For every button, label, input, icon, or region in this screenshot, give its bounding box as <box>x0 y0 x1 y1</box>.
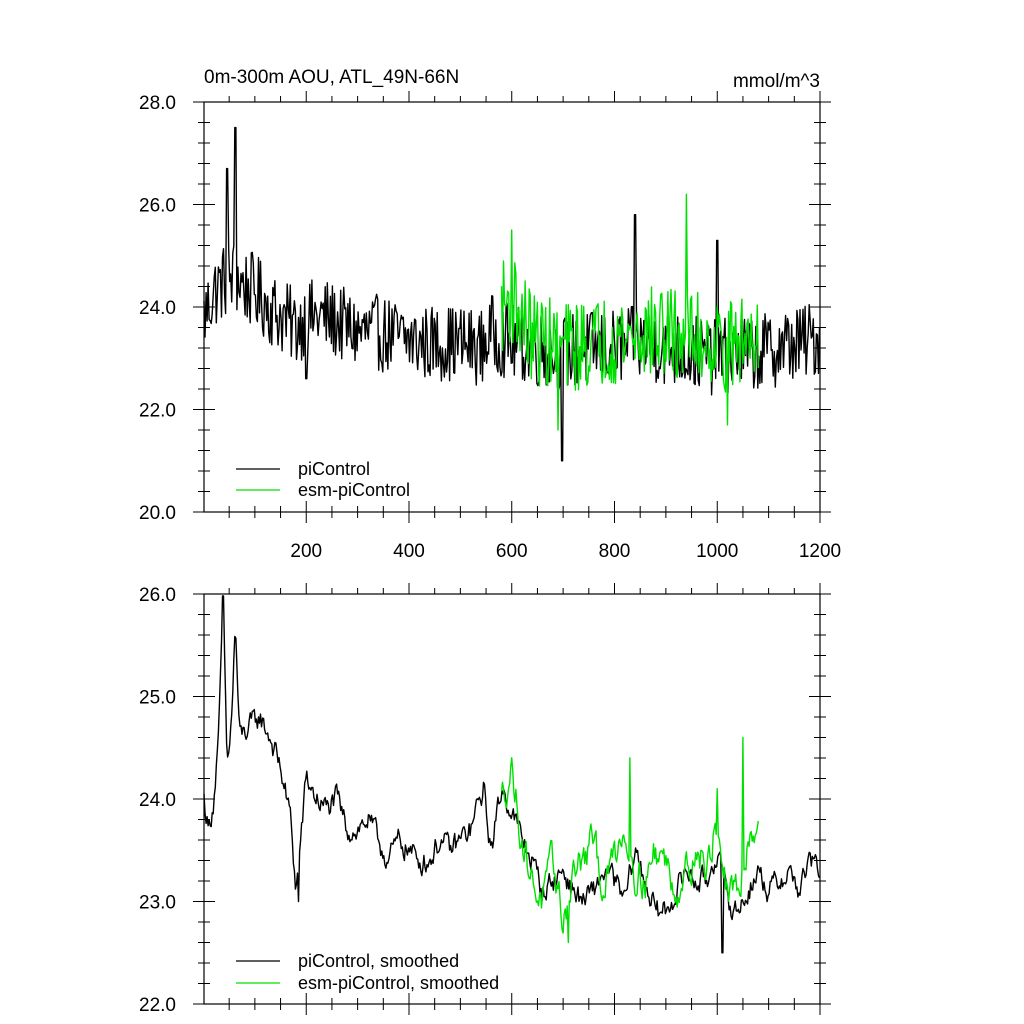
bottom-series-esm <box>500 736 759 944</box>
legend-label-esm: esm-piControl <box>298 480 410 500</box>
bottom-axis-ticks <box>193 583 831 1015</box>
chart-title: 0m-300m AOU, ATL_49N-66N <box>204 67 459 88</box>
top-y-tick-label: 24.0 <box>139 298 176 319</box>
legend-label-esm-smoothed: esm-piControl, smoothed <box>298 973 499 993</box>
bottom-legend: piControl, smoothed esm-piControl, smoot… <box>236 951 499 993</box>
bottom-y-tick-label: 22.0 <box>139 995 176 1016</box>
bottom-y-tick-label: 26.0 <box>139 585 176 606</box>
top-x-tick-label: 600 <box>496 541 528 562</box>
bottom-series-piControl <box>203 595 821 954</box>
top-y-tick-label: 20.0 <box>139 503 176 524</box>
top-series-piControl <box>203 126 821 462</box>
top-x-tick-label: 400 <box>393 541 425 562</box>
top-panel: 20.0 22.0 24.0 26.0 28.0 200 400 600 800 1000 120… <box>139 91 841 562</box>
top-series <box>203 126 821 462</box>
top-series-esm <box>500 193 759 431</box>
top-x-tick-label: 200 <box>290 541 322 562</box>
bottom-y-tick-labels: 22.0 23.0 24.0 25.0 26.0 <box>139 585 176 1016</box>
top-y-tick-label: 26.0 <box>139 196 176 217</box>
bottom-series <box>203 595 821 954</box>
top-axis-ticks <box>193 91 831 523</box>
bottom-y-tick-label: 24.0 <box>139 790 176 811</box>
bottom-y-tick-label: 23.0 <box>139 893 176 914</box>
bottom-plot-frame <box>203 593 821 1005</box>
bottom-panel: 22.0 23.0 24.0 25.0 26.0 piControl, smoothed… <box>139 583 831 1016</box>
bottom-y-tick-label: 25.0 <box>139 688 176 709</box>
legend-label-picontrol: piControl <box>298 459 370 479</box>
top-legend: piControl esm-piControl <box>236 459 410 500</box>
top-y-tick-labels: 20.0 22.0 24.0 26.0 28.0 <box>139 93 176 524</box>
top-y-tick-label: 28.0 <box>139 93 176 114</box>
top-x-tick-label: 1200 <box>799 541 841 562</box>
top-x-tick-label: 800 <box>599 541 631 562</box>
units-label: mmol/m^3 <box>733 71 820 92</box>
top-x-tick-label: 1000 <box>696 541 738 562</box>
top-x-tick-labels: 200 400 600 800 1000 1200 <box>290 541 841 562</box>
legend-label-picontrol-smoothed: piControl, smoothed <box>298 951 459 971</box>
top-y-tick-label: 22.0 <box>139 401 176 422</box>
